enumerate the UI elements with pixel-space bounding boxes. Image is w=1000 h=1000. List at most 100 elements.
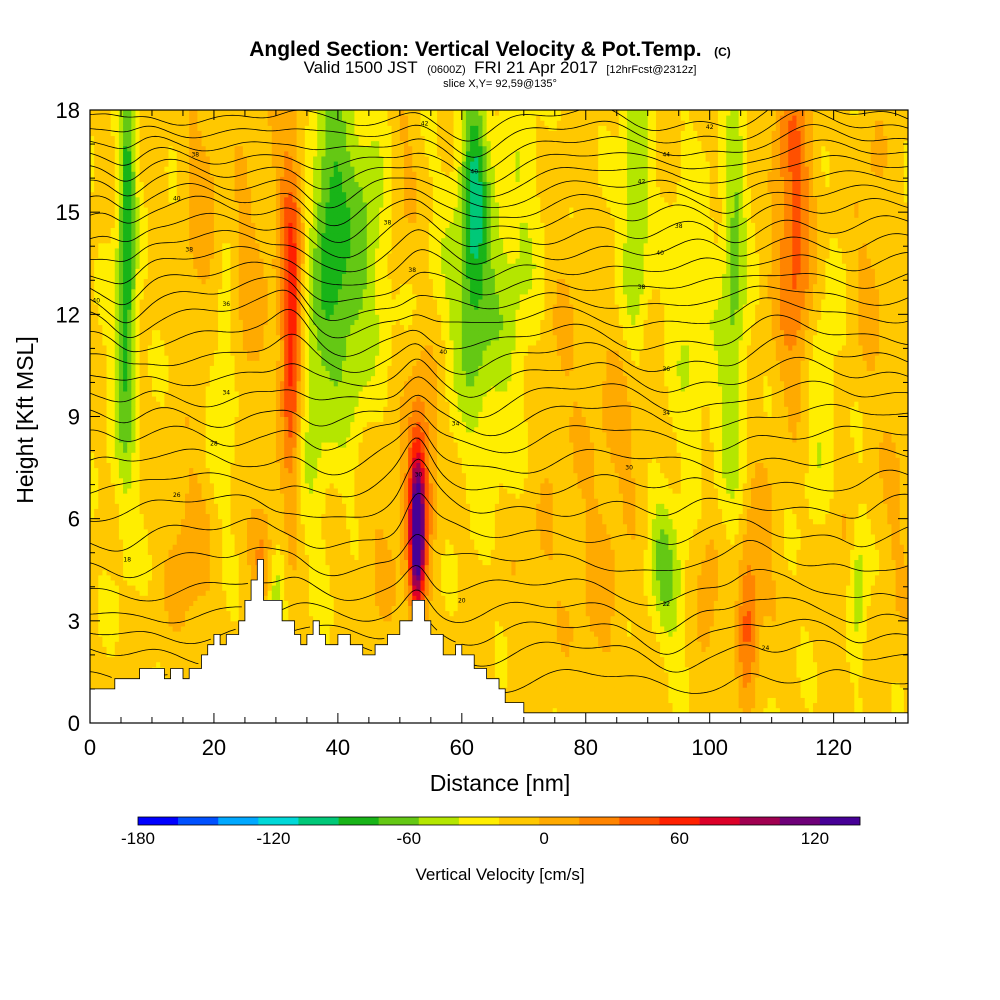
heatmap-cell (548, 656, 554, 663)
heatmap-cell (862, 707, 868, 714)
heatmap-cell (143, 641, 149, 647)
heatmap-cell (284, 615, 289, 622)
heatmap-cell (726, 682, 731, 688)
heatmap-cell (891, 687, 897, 693)
heatmap-cell (395, 595, 401, 601)
heatmap-cell (205, 590, 211, 596)
heatmap-cell (866, 702, 872, 709)
heatmap-cell (800, 605, 806, 612)
heatmap-cell (548, 610, 554, 617)
heatmap-cell (684, 646, 690, 652)
heatmap-cell (594, 595, 599, 601)
heatmap-cell (110, 671, 116, 678)
heatmap-cell (643, 661, 649, 668)
heatmap-cell (730, 666, 735, 673)
heatmap-cell (751, 620, 756, 627)
heatmap-cell (123, 625, 128, 632)
heatmap-cell (862, 702, 868, 709)
heatmap-cell (643, 682, 649, 688)
heatmap-cell (697, 661, 702, 668)
heatmap-cell (775, 692, 781, 698)
heatmap-cell (606, 595, 612, 601)
heatmap-cell (676, 615, 682, 622)
heatmap-cell (622, 620, 628, 627)
heatmap-cell (808, 595, 814, 601)
heatmap-cell (804, 666, 810, 673)
heatmap-cell (796, 595, 802, 601)
heatmap-cell (499, 595, 504, 601)
heatmap-cell (532, 687, 537, 693)
heatmap-cell (503, 636, 508, 642)
heatmap-cell (734, 636, 740, 642)
heatmap-cell (771, 656, 777, 663)
heatmap-cell (808, 646, 814, 652)
heatmap-cell (846, 615, 851, 622)
heatmap-cell (660, 605, 665, 612)
heatmap-cell (110, 656, 116, 663)
heatmap-cell (680, 595, 686, 601)
heatmap-cell (164, 641, 169, 647)
heatmap-cell (515, 682, 521, 688)
heatmap-cell (474, 615, 479, 622)
heatmap-cell (858, 600, 864, 607)
heatmap-cell (532, 707, 537, 714)
heatmap-cell (123, 600, 128, 607)
heatmap-cell (213, 610, 219, 617)
heatmap-cell (622, 636, 628, 642)
heatmap-cell (705, 661, 711, 668)
heatmap-cell (759, 692, 764, 698)
heatmap-cell (218, 590, 223, 596)
heatmap-cell (325, 625, 331, 632)
heatmap-cell (755, 661, 760, 668)
heatmap-cell (854, 702, 859, 709)
heatmap-cell (660, 656, 665, 663)
heatmap-cell (717, 646, 723, 652)
heatmap-cell (478, 631, 483, 637)
heatmap-cell (751, 702, 756, 709)
heatmap-cell (792, 631, 797, 637)
heatmap-cell (680, 651, 686, 658)
heatmap-cell (850, 702, 855, 709)
heatmap-cell (486, 625, 492, 632)
heatmap-cell (519, 651, 525, 658)
heatmap-cell (759, 625, 764, 632)
heatmap-cell (771, 687, 777, 693)
heatmap-cell (156, 641, 161, 647)
heatmap-cell (895, 625, 901, 632)
heatmap-cell (742, 641, 748, 647)
heatmap-cell (746, 656, 752, 663)
heatmap-cell (143, 615, 149, 622)
heatmap-cell (573, 631, 578, 637)
heatmap-cell (354, 631, 360, 637)
heatmap-cell (891, 620, 897, 627)
heatmap-cell (804, 707, 810, 714)
heatmap-cell (841, 692, 847, 698)
heatmap-cell (532, 666, 537, 673)
heatmap-cell (172, 661, 178, 668)
heatmap-cell (821, 671, 826, 678)
heatmap-cell (346, 620, 351, 627)
heatmap-cell (201, 615, 207, 622)
heatmap-cell (131, 595, 136, 601)
heatmap-cell (556, 615, 562, 622)
heatmap-cell (193, 620, 198, 627)
heatmap-cell (222, 631, 227, 637)
heatmap-cell (494, 625, 500, 632)
heatmap-cell (655, 697, 661, 704)
heatmap-cell (350, 620, 355, 627)
heatmap-cell (821, 656, 826, 663)
heatmap-cell (527, 605, 533, 612)
heatmap-cell (870, 610, 876, 617)
heatmap-cell (333, 600, 339, 607)
heatmap-cell (482, 641, 488, 647)
heatmap-cell (837, 595, 843, 601)
heatmap-cell (201, 651, 207, 658)
heatmap-cell (899, 702, 905, 709)
heatmap-cell (817, 687, 822, 693)
heatmap-cell (730, 707, 735, 714)
heatmap-cell (470, 605, 475, 612)
heatmap-cell (478, 600, 483, 607)
heatmap-cell (548, 697, 554, 704)
heatmap-cell (622, 631, 628, 637)
heatmap-cell (180, 636, 186, 642)
